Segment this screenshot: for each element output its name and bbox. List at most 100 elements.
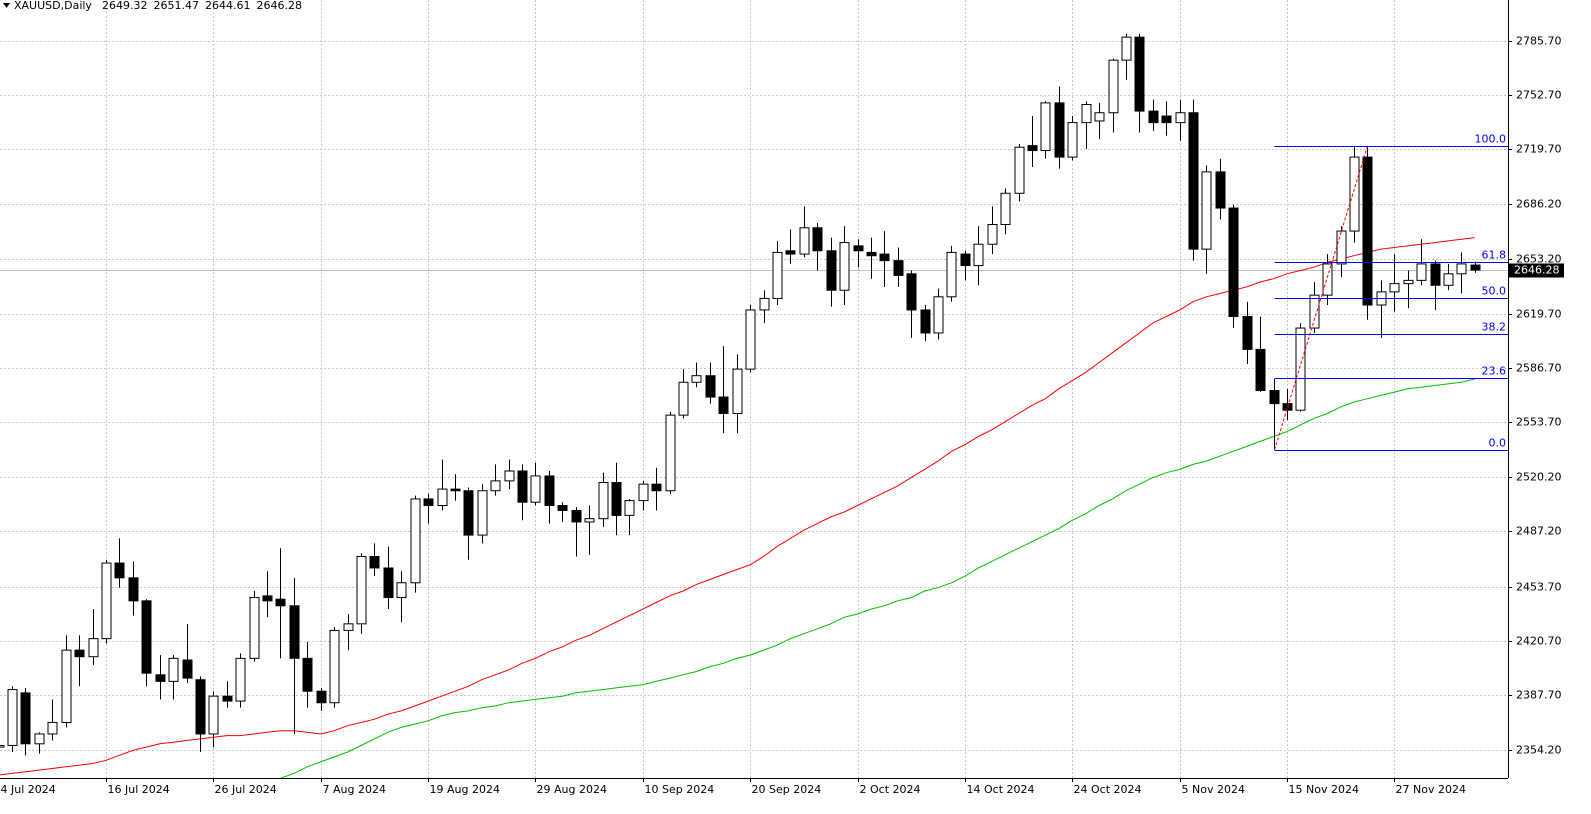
candle-body [316,690,327,704]
plot-area: 100.0 61.8 50.0 38.2 23.6 0.0 [0,33,1508,778]
candle-body [88,638,99,658]
candle-body [772,251,783,299]
candle-body [490,480,501,492]
candle-body [732,368,743,414]
candle-body [168,657,179,682]
candle-body [1362,156,1373,306]
candle-body [1295,327,1306,411]
candle-body [396,582,407,599]
candle-body [960,253,971,267]
y-tick-label: 2619.70 [1516,308,1562,321]
candle-body [34,733,45,745]
candle-body [1443,273,1454,286]
candle-body [463,490,474,536]
candle-body [812,227,823,252]
candle-body [1081,104,1092,124]
candle-body [1242,316,1253,350]
candle-body [450,488,461,492]
candle-body [718,396,729,414]
candle-body [1161,115,1172,124]
y-tick-label: 2586.70 [1516,362,1562,375]
candle-body [799,227,810,255]
candle-body [369,555,380,569]
moving-average [0,237,1475,776]
candle-body [1349,156,1360,232]
candle-body [853,245,864,252]
candle-body [544,475,555,507]
candle-body [423,498,434,507]
candle-body [1336,230,1347,265]
header-open: 2649.32 [102,0,148,12]
candle-body [410,498,421,584]
header: XAUUSD,Daily 2649.32 2651.47 2644.61 2646.28 [3,0,302,12]
candle-body [946,251,957,298]
candle-body [638,483,649,502]
candle-body [624,500,635,516]
candle-body [517,470,528,503]
candle-body [651,483,662,492]
candle-body [1027,145,1038,152]
candle-body [222,695,233,702]
candle-body [1309,294,1320,329]
x-tick-label: 24 Oct 2024 [1074,783,1142,796]
x-tick-label: 2 Oct 2024 [860,783,921,796]
candle-body [1148,110,1159,124]
header-close: 2646.28 [256,0,302,12]
candle-body [571,509,582,523]
x-tick-label: 16 Jul 2024 [108,783,170,796]
candle-body [1054,102,1065,158]
candle-body [678,381,689,416]
candle-body [1215,171,1226,209]
candle-body [1094,112,1105,122]
fib-level-label: 61.8 [1482,249,1507,262]
x-tick-label: 19 Aug 2024 [430,783,500,796]
candle-body [249,597,260,659]
candle-body [504,470,515,482]
candle-body [0,744,5,748]
candle-body [1255,348,1266,391]
candle-body [879,253,890,262]
y-tick-label: 2420.70 [1516,635,1562,648]
candle-body [356,555,367,625]
candle-body [262,595,273,602]
candle-body [47,721,58,735]
candle-body [530,475,541,503]
candle-body [1430,263,1441,286]
axes: 2354.20 2387.70 2420.70 2453.70 2487.20 2520.… [1,35,1564,796]
candle-body [128,577,139,602]
symbol-title: XAUUSD,Daily [14,0,92,12]
candle-body [302,657,313,692]
candle-body [1175,112,1186,124]
y-tick-label: 2785.70 [1516,35,1562,48]
candle-body [275,598,286,607]
candle-body [866,251,877,257]
x-tick-label: 20 Sep 2024 [752,783,822,796]
candle-body [155,674,166,682]
candle-body [1040,102,1051,152]
candle-body [383,567,394,599]
candle-body [1201,171,1212,250]
fib-level-label: 23.6 [1482,365,1507,378]
candle-body [1188,112,1199,250]
candle-body [973,243,984,267]
candle-body [208,695,219,735]
fib-level-label: 50.0 [1482,285,1507,298]
y-tick-label: 2487.20 [1516,525,1562,538]
candle-body [101,562,112,640]
fib-trend-line [1274,145,1368,451]
candle-body [1121,36,1132,61]
candle-body [114,562,125,579]
y-tick-label: 2653.20 [1516,253,1562,266]
candle-body [987,223,998,245]
candle-body [195,679,206,735]
grid [0,0,1508,778]
candle-body [1269,389,1280,405]
candle-body [745,309,756,370]
x-tick-label: 4 Jul 2024 [1,783,56,796]
candle-body [1322,263,1333,296]
candle-body [557,505,568,511]
candle-body [289,605,300,659]
candle-body [893,260,904,276]
y-tick-label: 2752.70 [1516,89,1562,102]
x-tick-label: 14 Oct 2024 [967,783,1035,796]
